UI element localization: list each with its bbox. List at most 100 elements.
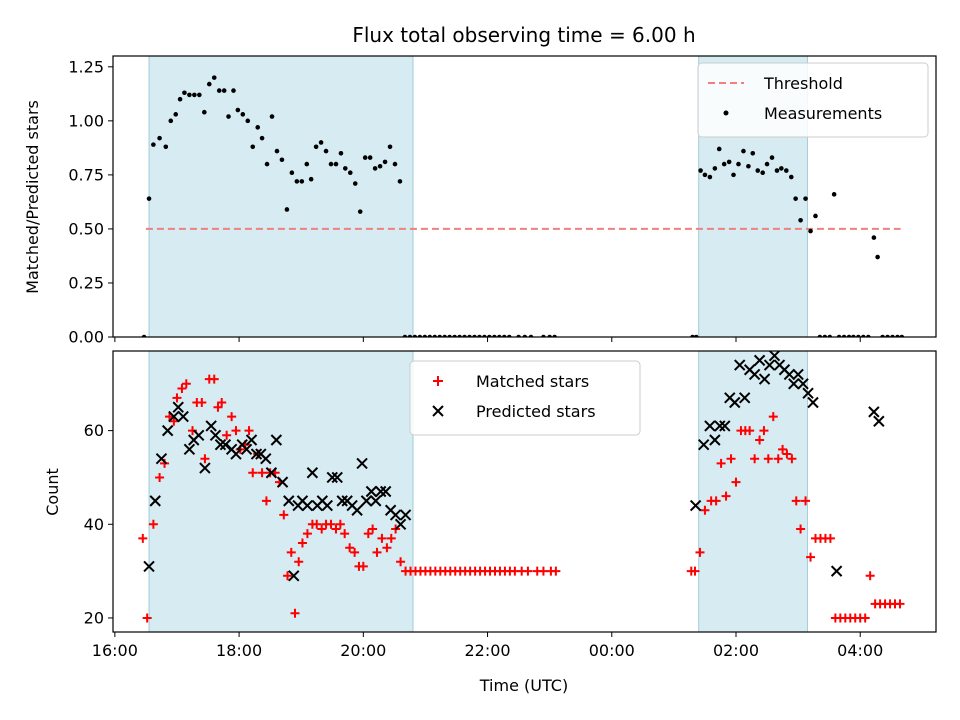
predicted-stars-point xyxy=(360,495,373,507)
measurements-point xyxy=(151,142,156,147)
matched-stars-point xyxy=(302,529,312,539)
measurements-point xyxy=(250,144,256,150)
measurements-point xyxy=(264,161,270,167)
matched-stars-point xyxy=(382,543,392,553)
predicted-stars-point xyxy=(149,495,161,507)
predicted-stars-point xyxy=(351,504,363,516)
predicted-stars-point xyxy=(719,420,731,432)
matched-stars-point xyxy=(160,458,170,468)
matched-stars-point xyxy=(791,496,801,506)
measurements-point xyxy=(362,155,368,160)
observing-window-1 xyxy=(698,350,808,633)
measurements-point xyxy=(813,213,818,219)
matched-stars-point xyxy=(372,547,382,557)
measurements-point xyxy=(736,161,741,167)
matched-stars-point xyxy=(801,496,811,506)
predicted-stars-point xyxy=(689,499,702,512)
chart-title: Flux total observing time = 6.00 h xyxy=(352,23,695,47)
measurements-point xyxy=(206,81,212,87)
predicted-stars-point xyxy=(763,359,776,371)
matched-stars-point xyxy=(340,529,350,539)
predicted-stars-point xyxy=(356,457,368,470)
predicted-stars-point xyxy=(394,518,407,530)
measurements-point xyxy=(707,174,713,180)
measurements-point xyxy=(779,166,784,171)
matched-stars-point xyxy=(279,510,289,520)
measurements-point xyxy=(731,172,736,178)
predicted-stars-point xyxy=(321,499,333,512)
predicted-stars-point xyxy=(714,420,726,432)
predicted-stars-point xyxy=(288,570,300,582)
matched-stars-point xyxy=(209,374,219,384)
y-tick-label: 0.25 xyxy=(68,273,104,292)
predicted-stars-point xyxy=(758,373,771,385)
matched-stars-point xyxy=(148,519,158,529)
predicted-stars-point xyxy=(199,462,211,474)
measurements-point xyxy=(279,157,285,163)
axes-frame xyxy=(112,55,937,338)
matched-stars-point xyxy=(716,458,726,468)
predicted-stars-point xyxy=(183,443,196,456)
measurements-point xyxy=(146,196,152,201)
matched-stars-point xyxy=(773,454,783,464)
predicted-stars-point xyxy=(240,443,253,456)
measurements-point xyxy=(216,88,222,93)
matched-stars-point xyxy=(317,524,327,534)
measurements-point xyxy=(313,144,319,150)
predicted-stars-point xyxy=(301,499,314,512)
predicted-stars-point xyxy=(830,565,843,577)
matched-stars-point xyxy=(759,426,769,436)
x-tick-label: 04:00 xyxy=(837,641,883,660)
matched-stars-point xyxy=(782,449,792,459)
matched-stars-point xyxy=(778,444,788,454)
matched-stars-point xyxy=(244,426,254,436)
measurements-point xyxy=(698,168,703,173)
matched-stars-point xyxy=(523,566,533,576)
measurements-point xyxy=(387,144,393,150)
predicted-stars-point xyxy=(389,509,402,521)
matched-stars-point xyxy=(138,533,148,543)
measurements-point xyxy=(304,161,310,167)
predicted-stars-point xyxy=(873,415,885,427)
legend: Threshold Measurements xyxy=(697,62,929,138)
predicted-stars-point xyxy=(370,495,382,507)
measurements-point xyxy=(750,150,756,156)
matched-stars-point xyxy=(290,608,300,618)
predicted-stars-point xyxy=(802,387,814,399)
measurements-point xyxy=(875,254,880,260)
x-tick-label: 00:00 xyxy=(589,641,635,660)
matched-stars-point xyxy=(787,454,797,464)
measurements-point xyxy=(294,179,300,184)
matched-stars-point xyxy=(335,519,345,529)
predicted-stars-point xyxy=(193,429,205,442)
matched-stars-point xyxy=(331,524,341,534)
y-tick-label: 60 xyxy=(84,421,104,440)
matched-stars-point xyxy=(825,533,835,543)
measurements-point xyxy=(397,179,403,184)
matched-stars-point xyxy=(700,505,710,515)
top-y-axis-label: Matched/Predicted stars xyxy=(23,100,42,294)
y-tick-label: 40 xyxy=(84,515,104,534)
matched-stars-point xyxy=(142,613,152,623)
matched-stars-point xyxy=(200,454,210,464)
measurements-point xyxy=(343,166,348,171)
measurements-point xyxy=(372,166,378,171)
predicted-stars-point xyxy=(250,448,263,460)
measurements-point xyxy=(323,148,329,154)
measurements-point xyxy=(202,109,207,115)
predicted-stars-point xyxy=(172,401,184,413)
predicted-stars-point xyxy=(209,429,222,442)
predicted-stars-point xyxy=(219,438,232,451)
measurements-point xyxy=(221,88,227,93)
measurements-point xyxy=(764,161,770,167)
measurements-point xyxy=(245,118,251,124)
legend-label: Matched stars xyxy=(476,372,589,391)
predicted-stars-point xyxy=(709,434,721,446)
predicted-stars-point xyxy=(283,495,295,507)
predicted-stars-point xyxy=(729,396,741,409)
matched-stars-point xyxy=(721,491,731,501)
y-tick-label: 0.00 xyxy=(68,328,104,347)
measurements-point xyxy=(187,92,192,98)
measurements-point xyxy=(226,114,231,119)
